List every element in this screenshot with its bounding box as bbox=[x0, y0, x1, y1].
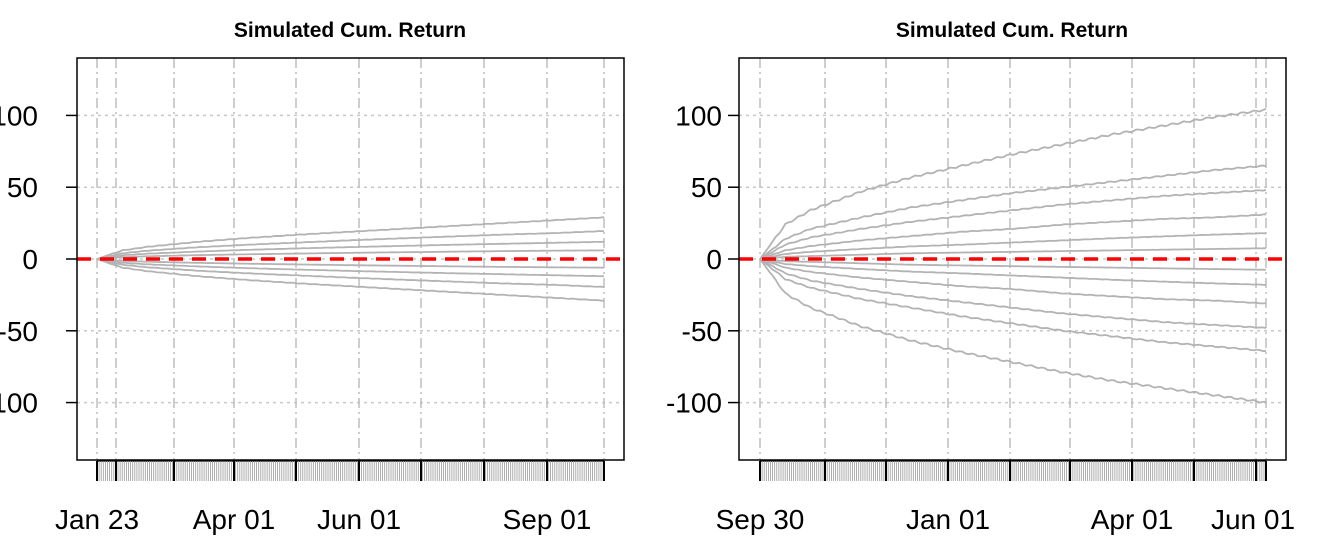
x-minor-ticks bbox=[759, 461, 1265, 481]
series-line bbox=[96, 258, 605, 278]
x-tick-label: Jan 23 bbox=[55, 504, 139, 535]
y-tick-label: -50 bbox=[0, 316, 38, 347]
x-tick-label: Apr 01 bbox=[193, 504, 276, 535]
series-line bbox=[759, 107, 1267, 260]
x-axis-left: Jan 23 Apr 01 Jun 01 Sep 01 bbox=[55, 460, 605, 535]
y-tick-label: 50 bbox=[691, 172, 722, 203]
chart-title-right: Simulated Cum. Return bbox=[896, 19, 1128, 42]
series-line bbox=[759, 213, 1267, 260]
y-tick-label: 100 bbox=[675, 100, 722, 131]
series-line bbox=[759, 258, 1267, 271]
chart-title-left: Simulated Cum. Return bbox=[234, 19, 466, 42]
x-tick-label: Sep 30 bbox=[716, 504, 805, 535]
series-line bbox=[96, 249, 605, 260]
series-line bbox=[759, 164, 1267, 260]
y-tick-label: 0 bbox=[706, 244, 722, 275]
x-minor-ticks bbox=[96, 461, 604, 481]
x-tick-label: Jun 01 bbox=[1211, 504, 1295, 535]
series-line bbox=[759, 258, 1267, 353]
series-line bbox=[759, 247, 1267, 260]
y-tick-label: 0 bbox=[22, 244, 38, 275]
series-line bbox=[759, 258, 1267, 305]
series-line bbox=[96, 240, 605, 260]
series-line bbox=[759, 258, 1267, 286]
y-tick-label: 100 bbox=[0, 100, 38, 131]
y-tick-label: -100 bbox=[0, 388, 38, 419]
series-line bbox=[96, 258, 605, 302]
x-tick-label: Sep 01 bbox=[503, 504, 592, 535]
series-line bbox=[759, 258, 1267, 329]
series-group-right bbox=[759, 107, 1267, 404]
y-tick-label: -100 bbox=[666, 388, 722, 419]
series-group-left bbox=[96, 216, 605, 302]
series-line bbox=[96, 216, 605, 260]
x-tick-label: Jun 01 bbox=[317, 504, 401, 535]
chart-panel-right: Simulated Cum. Return -100 -50 0 50 100 Sep … bbox=[666, 19, 1295, 535]
series-line bbox=[96, 258, 605, 288]
y-tick-label: -50 bbox=[682, 316, 722, 347]
y-tick-label: 50 bbox=[7, 172, 38, 203]
y-axis-right: -100 -50 0 50 100 bbox=[666, 100, 739, 419]
y-axis-left: -100 -50 0 50 100 bbox=[0, 100, 77, 419]
series-line bbox=[759, 258, 1267, 404]
series-line bbox=[96, 230, 605, 260]
series-line bbox=[759, 189, 1267, 260]
series-line bbox=[96, 258, 605, 269]
x-tick-label: Apr 01 bbox=[1091, 504, 1174, 535]
chart-panel-left: Simulated Cum. Return -100 -50 0 50 100 Jan … bbox=[0, 19, 625, 535]
x-tick-label: Jan 01 bbox=[906, 504, 990, 535]
series-line bbox=[759, 232, 1267, 260]
x-axis-right: Sep 30 Jan 01 Apr 01 Jun 01 bbox=[716, 460, 1295, 535]
